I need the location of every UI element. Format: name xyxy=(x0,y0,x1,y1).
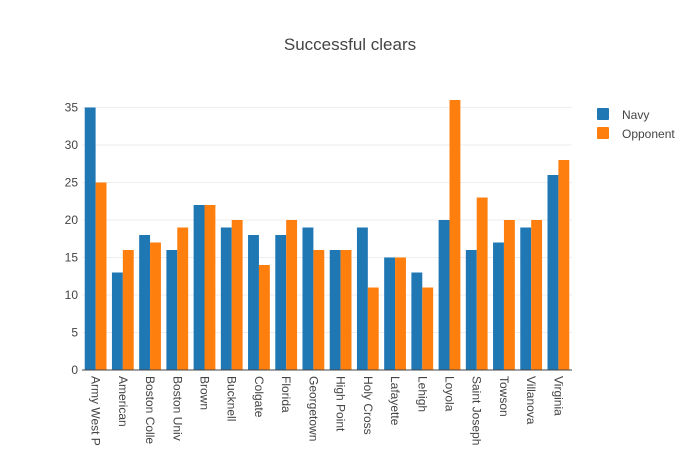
y-tick-label: 20 xyxy=(65,213,79,227)
x-tick-label: Lehigh xyxy=(415,376,429,412)
x-tick-label: Towson xyxy=(497,376,511,417)
x-tick-label: Florida xyxy=(279,376,293,413)
x-tick-label: American xyxy=(116,376,130,427)
x-tick-label: Loyola xyxy=(443,376,457,412)
bar-navy[interactable] xyxy=(438,220,450,370)
bars-layer xyxy=(84,100,570,371)
x-axis-ticks: Army West P American Boston Colle Boston Un… xyxy=(89,376,566,446)
bar-navy[interactable] xyxy=(111,272,123,371)
grid-layer xyxy=(82,107,572,333)
legend-label-opponent: Opponent xyxy=(622,127,675,141)
x-tick-label: Boston Univ xyxy=(170,376,184,441)
x-tick-label: High Point xyxy=(334,376,348,432)
bar-opponent[interactable] xyxy=(177,227,189,371)
bar-navy[interactable] xyxy=(275,235,287,370)
bar-opponent[interactable] xyxy=(367,287,379,371)
bar-navy[interactable] xyxy=(84,107,96,371)
bar-opponent[interactable] xyxy=(204,205,216,370)
bar-opponent[interactable] xyxy=(449,100,461,370)
bar-opponent[interactable] xyxy=(558,160,570,370)
chart-title: Successful clears xyxy=(284,35,416,54)
y-tick-label: 0 xyxy=(71,363,78,377)
x-tick-label: Villanova xyxy=(524,376,538,425)
bar-navy[interactable] xyxy=(465,250,477,370)
bar-opponent[interactable] xyxy=(476,197,488,371)
bar-opponent[interactable] xyxy=(340,250,352,370)
x-tick-label: Georgetown xyxy=(306,376,320,441)
y-tick-label: 10 xyxy=(65,288,79,302)
bar-navy[interactable] xyxy=(302,227,314,371)
y-tick-label: 15 xyxy=(65,251,79,265)
bar-navy[interactable] xyxy=(166,250,178,370)
bar-navy[interactable] xyxy=(384,257,396,371)
x-tick-label: Lafayette xyxy=(388,376,402,426)
bar-opponent[interactable] xyxy=(395,257,406,371)
x-tick-label: Holy Cross xyxy=(361,376,375,435)
legend-swatch-navy xyxy=(597,108,609,120)
y-tick-label: 30 xyxy=(65,138,79,152)
x-tick-label: Colgate xyxy=(252,376,266,418)
x-tick-label: Army West P xyxy=(89,376,103,446)
bar-opponent[interactable] xyxy=(313,250,325,370)
y-tick-label: 25 xyxy=(65,176,79,190)
y-axis-ticks: 0 5 10 15 20 25 30 35 xyxy=(65,101,79,378)
y-tick-label: 35 xyxy=(65,101,79,115)
bar-navy[interactable] xyxy=(547,175,559,370)
bar-navy[interactable] xyxy=(220,227,232,371)
legend-item-navy[interactable]: Navy xyxy=(597,108,649,122)
legend[interactable]: Navy Opponent xyxy=(597,108,675,141)
x-tick-label: Bucknell xyxy=(225,376,239,421)
legend-swatch-opponent xyxy=(597,127,609,139)
bar-opponent[interactable] xyxy=(95,182,107,371)
bar-opponent[interactable] xyxy=(258,265,270,370)
bar-navy[interactable] xyxy=(329,250,341,370)
bar-opponent[interactable] xyxy=(503,220,515,370)
bar-opponent[interactable] xyxy=(422,287,434,371)
bar-opponent[interactable] xyxy=(231,220,243,370)
bar-opponent[interactable] xyxy=(531,220,543,370)
bar-navy[interactable] xyxy=(411,272,423,371)
bar-navy[interactable] xyxy=(356,227,368,371)
x-tick-label: Brown xyxy=(198,376,212,410)
legend-label-navy: Navy xyxy=(622,108,649,122)
bar-navy[interactable] xyxy=(139,235,151,370)
bar-navy[interactable] xyxy=(248,235,259,370)
legend-item-opponent[interactable]: Opponent xyxy=(597,127,675,141)
y-tick-label: 5 xyxy=(71,326,78,340)
bar-opponent[interactable] xyxy=(122,250,134,370)
x-tick-label: Boston Colle xyxy=(143,376,157,444)
bar-navy[interactable] xyxy=(520,227,532,371)
x-tick-label: Saint Joseph xyxy=(470,376,484,445)
bar-navy[interactable] xyxy=(193,205,205,370)
x-tick-label: Virginia xyxy=(551,376,565,416)
bar-opponent[interactable] xyxy=(286,220,298,370)
bar-navy[interactable] xyxy=(493,242,504,371)
bar-opponent[interactable] xyxy=(150,242,161,371)
